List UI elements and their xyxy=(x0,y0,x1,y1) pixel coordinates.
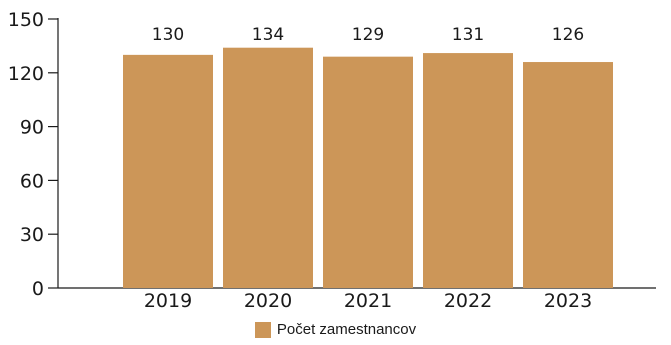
data-label: 130 xyxy=(152,25,184,45)
bar xyxy=(323,56,413,288)
bars xyxy=(123,47,613,289)
data-label: 126 xyxy=(552,25,584,45)
y-tick-label: 90 xyxy=(20,117,44,139)
data-label: 134 xyxy=(252,25,284,45)
y-tick-label: 0 xyxy=(32,278,44,300)
x-tick-label: 2021 xyxy=(344,290,392,312)
bar xyxy=(223,47,313,289)
y-tick-label: 30 xyxy=(20,224,44,246)
data-label: 129 xyxy=(352,25,384,45)
y-tick-label: 120 xyxy=(8,63,44,85)
x-tick-label: 2019 xyxy=(144,290,192,312)
legend: Počet zamestnancov xyxy=(0,321,671,338)
bar xyxy=(523,62,613,288)
x-tick-label: 2022 xyxy=(444,290,492,312)
data-label: 131 xyxy=(452,25,484,45)
axes: 0 30 60 90 120 150 2019 2020 2021 2022 2023 xyxy=(8,9,656,312)
bar xyxy=(423,53,513,288)
x-tick-label: 2020 xyxy=(244,290,292,312)
legend-label: Počet zamestnancov xyxy=(276,321,417,338)
bar xyxy=(123,54,213,288)
y-tick-label: 60 xyxy=(20,170,44,192)
x-tick-label: 2023 xyxy=(544,290,592,312)
legend-swatch xyxy=(254,321,271,338)
y-tick-label: 150 xyxy=(8,9,44,31)
data-labels: 130 134 129 131 126 xyxy=(152,25,584,45)
